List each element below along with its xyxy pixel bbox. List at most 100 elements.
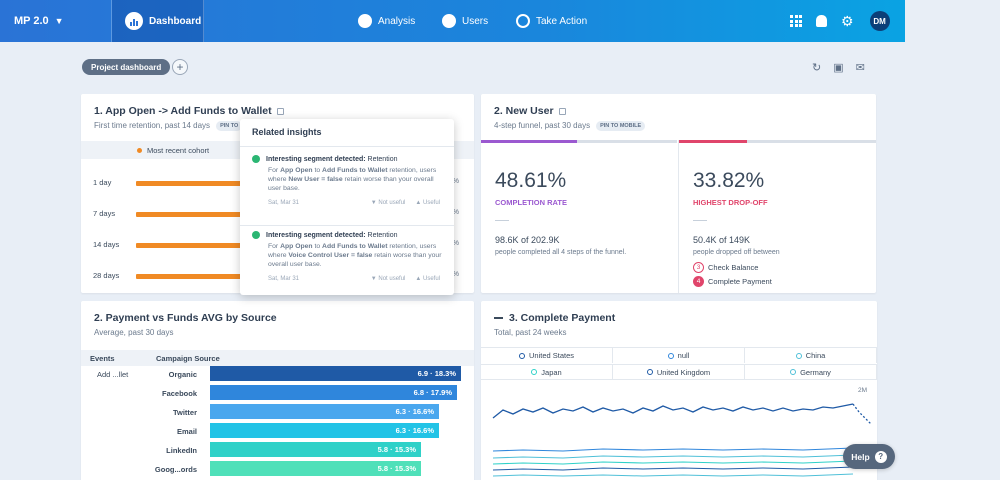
legend-item[interactable]: null [613, 348, 745, 363]
card-title-text: 3. Complete Payment [509, 312, 616, 324]
legend-row: Japan United Kingdom Germany [481, 364, 877, 380]
legend-item[interactable]: China [745, 348, 877, 363]
source-bar[interactable]: 5.8 · 15.3% [210, 461, 421, 476]
card-title: 1. App Open -> Add Funds to Wallet [94, 105, 284, 117]
insight-item[interactable]: Interesting segment detected: Retention … [240, 231, 454, 282]
users-icon [442, 14, 456, 28]
funnel-card: 2. New User 4-step funnel, past 30 days P… [481, 94, 876, 293]
series-line-united-states [492, 403, 854, 419]
apps-grid-icon[interactable] [790, 15, 802, 27]
dropped-note: people dropped off between [693, 249, 780, 256]
legend-label: United Kingdom [656, 367, 711, 377]
col-source: Campaign Source [156, 354, 220, 363]
pin-tag[interactable]: PIN TO [216, 121, 243, 131]
insight-icon [252, 155, 260, 163]
retention-row-label: 28 days [93, 271, 120, 280]
source-bar[interactable]: 6.9 · 18.3% [210, 366, 461, 381]
gear-icon[interactable]: ⚙ [841, 13, 854, 29]
insight-item[interactable]: Interesting segment detected: Retention … [240, 155, 454, 206]
avatar[interactable]: DM [869, 11, 890, 31]
card-subtitle: Average, past 30 days [94, 328, 174, 337]
nav-analysis-label: Analysis [378, 15, 416, 27]
nav-take-action-label: Take Action [536, 15, 588, 27]
series-line-united-kingdom [492, 466, 854, 471]
dashboard-label: Dashboard [149, 15, 202, 27]
source-label: Goog...ords [154, 465, 197, 474]
not-useful-button[interactable]: Not useful [378, 275, 406, 282]
not-useful-button[interactable]: Not useful [378, 199, 406, 206]
divider [678, 140, 679, 293]
retention-pct: % [452, 240, 459, 247]
pin-tag[interactable]: PIN TO MOBILE [596, 121, 646, 131]
card-title-text: 1. App Open -> Add Funds to Wallet [94, 105, 272, 117]
project-name: MP 2.0 [14, 15, 49, 27]
retention-row-label: 7 days [93, 209, 116, 218]
add-dashboard-button[interactable]: + [172, 59, 188, 75]
y-tick: 2M [857, 387, 867, 394]
series-dash [494, 317, 503, 319]
step-complete-payment: 4 Complete Payment [693, 276, 772, 287]
email-icon[interactable]: ✉ [855, 62, 865, 74]
project-dashboard-tab[interactable]: Project dashboard [82, 59, 171, 75]
legend-item[interactable]: Germany [745, 365, 877, 379]
refresh-icon[interactable]: ↻ [812, 62, 822, 74]
dropped-count: 50.4K of 149K [693, 235, 751, 245]
thumbs-up-icon[interactable]: ▲ [415, 275, 423, 282]
legend-item[interactable]: United Kingdom [613, 365, 745, 379]
useful-button[interactable]: Useful [422, 275, 440, 282]
thumbs-up-icon[interactable]: ▲ [415, 199, 423, 206]
thumbs-down-icon[interactable]: ▼ [370, 275, 379, 282]
series-line-japan [492, 460, 854, 465]
card-subtitle: Total, past 24 weeks [494, 328, 567, 337]
divider [495, 220, 509, 221]
nav-users[interactable]: Users [442, 0, 488, 42]
source-bar[interactable]: 6.3 · 16.6% [210, 404, 439, 419]
line-chart [492, 403, 872, 477]
legend-dot [667, 352, 674, 359]
card-title-text: 2. New User [494, 105, 554, 117]
completion-bar-rest [577, 140, 677, 143]
insight-date: Sat, Mar 31 [268, 199, 300, 206]
thumbs-down-icon[interactable]: ▼ [370, 199, 379, 206]
cohort-dot [137, 147, 142, 153]
source-bar[interactable]: 6.8 · 17.9% [210, 385, 457, 400]
dropoff-bar-rest [747, 140, 876, 143]
source-bar[interactable]: 6.3 · 16.6% [210, 423, 439, 438]
insight-icon [252, 231, 260, 239]
chevron-down-icon: ▼ [54, 16, 64, 26]
retention-row-label: 14 days [93, 240, 120, 249]
event-label: Add ...llet [97, 370, 129, 379]
legend-dot [790, 369, 797, 375]
step-number: 3 [693, 262, 704, 273]
source-label: Organic [168, 370, 197, 379]
retention-row-label: 1 day [93, 178, 112, 187]
nav-analysis[interactable]: Analysis [358, 0, 415, 42]
nav-take-action[interactable]: Take Action [516, 0, 587, 42]
complete-payment-card: 3. Complete Payment Total, past 24 weeks… [481, 301, 877, 480]
help-button[interactable]: Help ? [843, 444, 895, 469]
useful-button[interactable]: Useful [422, 199, 440, 206]
legend-item[interactable]: United States [481, 348, 613, 363]
completion-label: COMPLETION RATE [495, 198, 567, 207]
question-icon: ? [874, 450, 887, 463]
step-label: Check Balance [708, 263, 759, 272]
project-selector[interactable]: MP 2.0 ▼ [0, 0, 112, 42]
analysis-icon [358, 14, 372, 28]
display-icon[interactable]: ▣ [833, 62, 844, 74]
target-icon [516, 14, 530, 28]
insight-body: For App Open to Add Funds to Wallet rete… [268, 243, 442, 268]
dashboard-tools: ↻ ▣ ✉ [812, 61, 865, 74]
related-insights-popup: Related insights Interesting segment det… [240, 119, 454, 295]
insight-head-rest: Retention [365, 231, 398, 239]
legend-label: United States [528, 351, 575, 360]
bell-icon[interactable] [816, 15, 827, 27]
dashboard-nav-button[interactable]: Dashboard [112, 0, 204, 42]
series-line-united-states-trend [852, 403, 872, 425]
insight-head-rest: Retention [365, 155, 398, 163]
source-bar[interactable]: 5.8 · 15.3% [210, 442, 421, 457]
topbar-right-gap [905, 0, 1000, 42]
legend-item[interactable]: Japan [481, 365, 613, 379]
card-subtitle-text: First time retention, past 14 days [94, 121, 211, 131]
series-line-null [492, 447, 854, 452]
completed-note: people completed all 4 steps of the funn… [495, 249, 627, 256]
